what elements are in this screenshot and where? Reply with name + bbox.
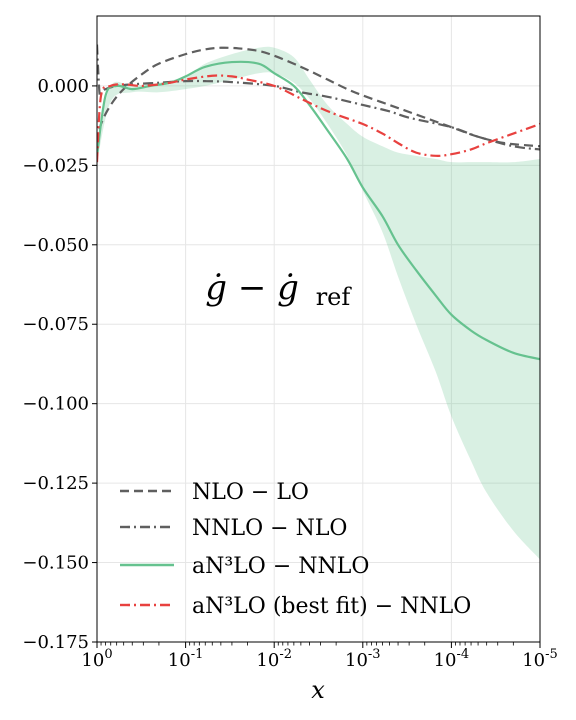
annotation-subscript: ref xyxy=(316,283,353,311)
uncertainty-band-layer xyxy=(97,46,540,560)
plot-frame xyxy=(96,15,541,643)
annotation-main: ġ − ġ xyxy=(205,268,299,308)
series-layer xyxy=(97,44,540,361)
series-line-an3lo-best-fit-nnlo xyxy=(97,74,540,163)
axis-ticks xyxy=(92,85,541,648)
chart-annotation: ġ − ġ ref xyxy=(205,268,352,311)
y-tick-label: −0.150 xyxy=(22,553,89,574)
legend-label-nlo-lo: NLO − LO xyxy=(192,480,309,505)
series-line-nlo-lo xyxy=(97,46,540,148)
x-tick-label: 10-1 xyxy=(168,647,204,671)
y-tick-label: −0.175 xyxy=(22,632,89,653)
x-tick-label: 10-3 xyxy=(345,647,381,671)
legend-label-an3lo-best-fit-nnlo: aN³LO (best fit) − NNLO xyxy=(192,594,471,619)
x-axis-title: x xyxy=(311,676,325,704)
legend-label-nnlo-nlo: NNLO − NLO xyxy=(192,516,347,541)
y-tick-label: −0.075 xyxy=(22,314,89,335)
y-tick-label: 0.000 xyxy=(37,76,89,97)
x-tick-label: 10-2 xyxy=(256,647,292,671)
legend: NLO − LO NNLO − NLO aN³LO − NNLO aN³LO (bes… xyxy=(120,480,471,619)
uncertainty-band xyxy=(97,46,540,560)
axis-tick-labels: 0.000 −0.025 −0.050 −0.075 −0.100 −0.125 −0.15… xyxy=(22,76,557,671)
y-tick-label: −0.050 xyxy=(22,235,89,256)
y-tick-label: −0.100 xyxy=(22,394,89,415)
y-tick-label: −0.125 xyxy=(22,473,89,494)
y-tick-label: −0.025 xyxy=(22,155,89,176)
x-tick-label: 10-4 xyxy=(434,647,470,671)
legend-label-an3lo-nnlo: aN³LO − NNLO xyxy=(192,554,369,579)
x-tick-label: 100 xyxy=(81,647,112,671)
x-tick-label: 10-5 xyxy=(522,647,558,671)
